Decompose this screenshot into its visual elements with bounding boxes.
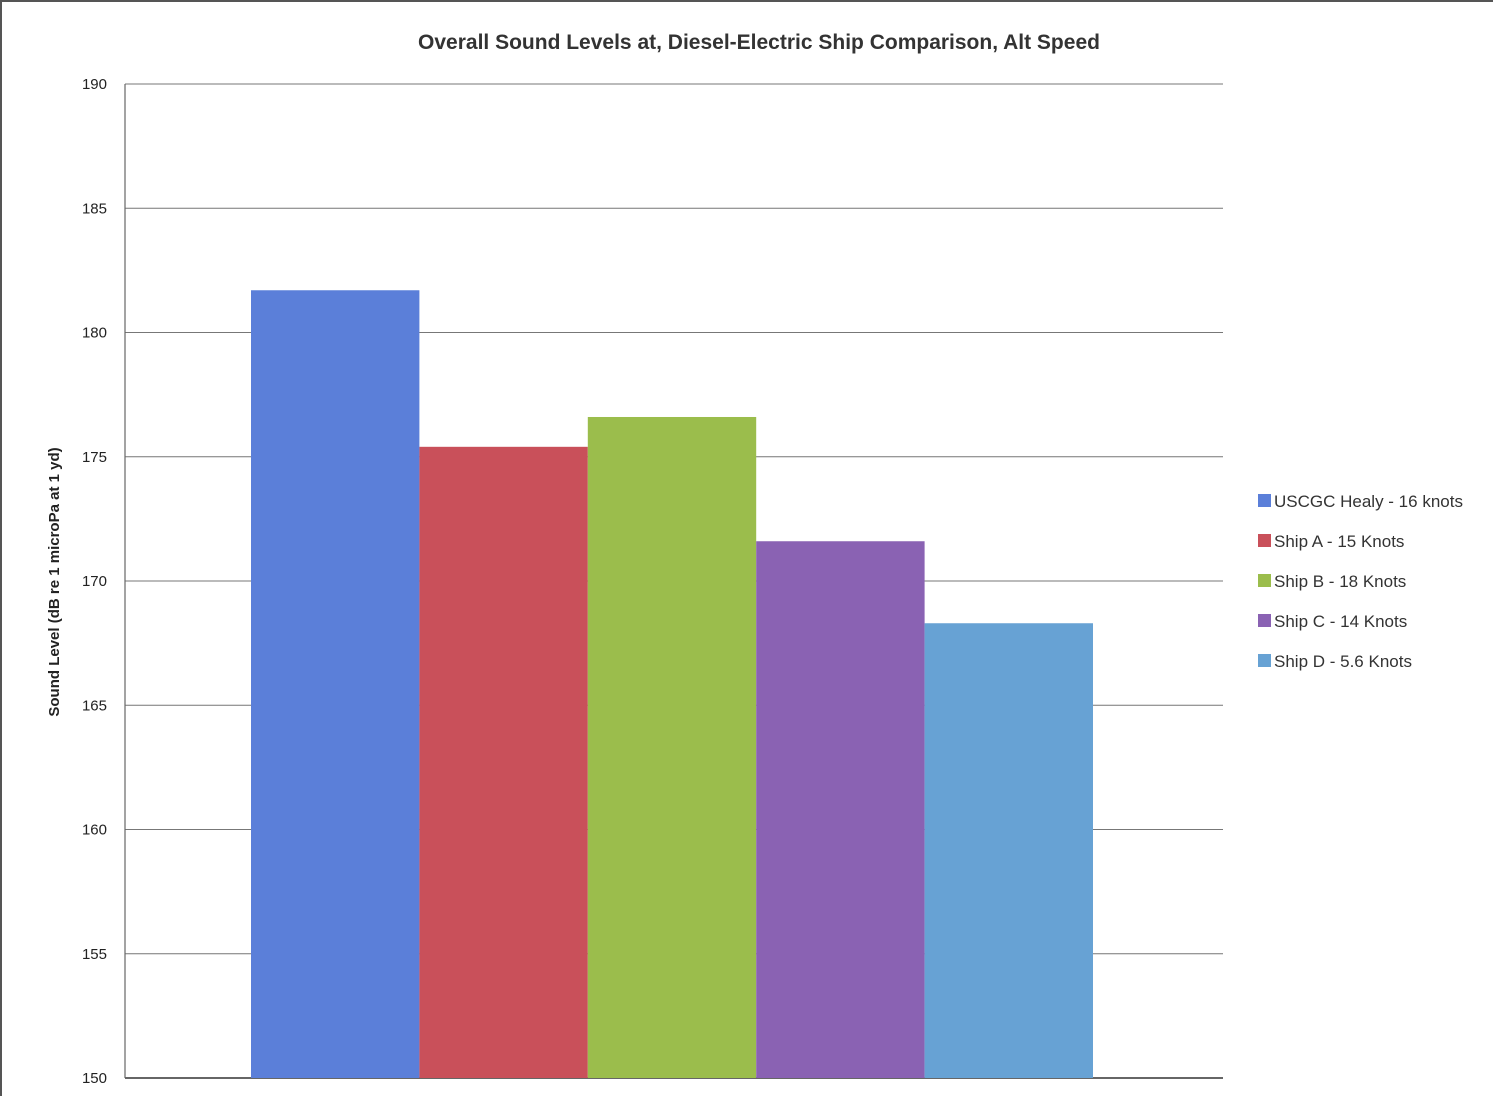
y-tick-label: 150 bbox=[82, 1070, 107, 1087]
bar-5 bbox=[924, 623, 1093, 1078]
y-tick-label: 185 bbox=[82, 200, 107, 217]
y-tick-label: 165 bbox=[82, 697, 107, 714]
bar-3 bbox=[587, 416, 757, 1078]
y-tick-label: 170 bbox=[82, 573, 107, 590]
bars bbox=[251, 290, 1093, 1078]
y-tick-label: 155 bbox=[82, 946, 107, 963]
bar-2 bbox=[419, 446, 588, 1078]
y-tick-label: 190 bbox=[82, 76, 107, 93]
legend-swatch bbox=[1258, 574, 1271, 587]
legend-swatch bbox=[1258, 534, 1271, 547]
legend-label: Ship C - 14 Knots bbox=[1274, 612, 1407, 631]
y-tick-labels: 150 155 160 165 170 175 180 185 190 bbox=[82, 76, 107, 1087]
legend-swatch bbox=[1258, 614, 1271, 627]
legend-swatch bbox=[1258, 494, 1271, 507]
y-tick-label: 180 bbox=[82, 325, 107, 342]
legend-label: Ship A - 15 Knots bbox=[1274, 532, 1404, 551]
y-tick-label: 175 bbox=[82, 449, 107, 466]
y-axis-label: Sound Level (dB re 1 microPa at 1 yd) bbox=[46, 447, 63, 716]
legend: USCGC Healy - 16 knots Ship A - 15 Knots S… bbox=[1258, 492, 1463, 671]
legend-label: USCGC Healy - 16 knots bbox=[1274, 492, 1463, 511]
bar-1 bbox=[251, 290, 420, 1078]
y-tick-label: 160 bbox=[82, 822, 107, 839]
chart-title: Overall Sound Levels at, Diesel-Electric… bbox=[418, 31, 1100, 54]
legend-label: Ship D - 5.6 Knots bbox=[1274, 652, 1412, 671]
bar-4 bbox=[756, 541, 925, 1078]
legend-label: Ship B - 18 Knots bbox=[1274, 572, 1406, 591]
legend-swatch bbox=[1258, 654, 1271, 667]
